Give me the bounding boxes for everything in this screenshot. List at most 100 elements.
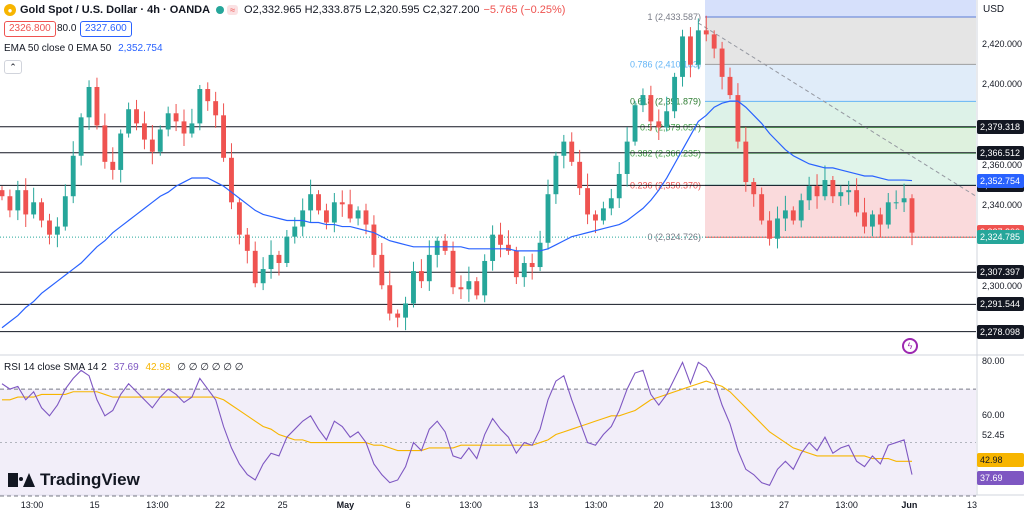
ema-legend[interactable]: EMA 50 close 0 EMA 50 2,352.754 (4, 43, 163, 54)
fib-level-label: 0.382 (2,366.235) (630, 148, 701, 158)
sell-price-button[interactable]: 2326.800 (4, 21, 56, 37)
time-tick-label: Jun (901, 500, 918, 510)
candle-body (513, 250, 519, 278)
candle-body (711, 34, 717, 49)
candle-body (292, 226, 298, 237)
candle-body (553, 155, 559, 195)
flash-icon[interactable]: ϟ (902, 338, 918, 354)
rsi-legend[interactable]: RSI 14 close SMA 14 2 37.69 42.98 ∅ ∅ ∅ … (4, 362, 243, 373)
tradingview-logo-icon (8, 473, 35, 487)
candle-body (648, 95, 654, 122)
rsi-tick-label: 60.00 (982, 409, 1005, 420)
fib-zone (705, 101, 976, 128)
candle-body (814, 186, 820, 197)
gold-icon: ● (4, 4, 16, 16)
time-tick-label: 13:00 (459, 500, 482, 510)
price-tick-label: 2,340.000 (982, 200, 1023, 211)
candle-body (379, 254, 385, 286)
price-tick-label: 2,360.000 (982, 159, 1023, 170)
candle-body (173, 113, 179, 122)
ema-legend-label: EMA 50 close 0 EMA 50 (4, 43, 112, 54)
level-green-price-tag: 2,324.785 (977, 230, 1024, 245)
symbol-title[interactable]: Gold Spot / U.S. Dollar · 4h · OANDA (20, 4, 211, 16)
candle-body (466, 281, 472, 290)
candle-body (426, 254, 432, 282)
rsi-tick-label: 52.45 (982, 430, 1005, 440)
candle-body (0, 190, 5, 197)
time-tick-label: 13 (966, 500, 978, 510)
time-tick-label: 13:00 (710, 500, 733, 510)
alert-icon[interactable]: ≈ (227, 5, 239, 15)
candle-body (157, 129, 163, 152)
candle-body (165, 113, 171, 130)
candle-body (450, 250, 456, 288)
currency-label[interactable]: USD (979, 0, 1024, 20)
change-readout: −5.765 (−0.25%) (483, 4, 566, 16)
candle-body (474, 281, 480, 296)
candle-body (600, 208, 606, 221)
time-tick-label: 6 (405, 500, 411, 510)
rsi-line (1, 360, 913, 487)
candle-body (118, 133, 124, 170)
candle-body (236, 202, 242, 235)
candle-body (616, 173, 622, 199)
candle-body (260, 269, 266, 284)
candle-body (506, 244, 511, 251)
candle-body (7, 196, 13, 211)
candle-body (300, 210, 306, 227)
candle-body (442, 240, 448, 251)
ema-legend-value: 2,352.754 (118, 43, 163, 54)
rsi-tick-label: 80.00 (982, 356, 1005, 367)
fib-level-label: 0.786 (2,410.183) (630, 59, 701, 69)
tradingview-logo: TradingView (8, 470, 140, 490)
candle-body (418, 271, 424, 282)
candle-body (54, 226, 60, 235)
candle-body (727, 76, 733, 96)
candle-body (719, 48, 725, 77)
time-tick-label: 27 (778, 500, 790, 510)
collapse-legend-button[interactable]: ⌃ (4, 60, 22, 74)
market-status-icon (216, 6, 225, 14)
candle-body (276, 254, 282, 263)
candle-body (229, 157, 234, 203)
candle-body (181, 121, 187, 134)
candle-body (909, 198, 915, 233)
level-price-tag: 2,366.512 (977, 145, 1024, 160)
candle-body (577, 161, 583, 189)
candle-body (569, 141, 575, 162)
candle-body (751, 182, 757, 195)
rsi-legend-label: RSI 14 close SMA 14 2 (4, 362, 107, 373)
candle-body (798, 200, 804, 221)
rsi-value-tag: 42.98 (977, 453, 1024, 468)
buy-price-button[interactable]: 2327.600 (80, 21, 132, 37)
candle-body (126, 109, 132, 134)
candle-body (735, 95, 741, 142)
brand-name: TradingView (40, 470, 140, 489)
fib-level-label: 0 (2,324.726) (647, 232, 701, 242)
candle-body (482, 260, 488, 296)
candle-body (363, 210, 369, 225)
candle-body (205, 89, 211, 102)
time-tick-label: 22 (214, 500, 226, 510)
candle-body (545, 194, 551, 243)
candle-body (244, 234, 250, 251)
candle-body (688, 36, 693, 65)
ema-50-line (1, 100, 913, 329)
rsi-value-tag: 37.69 (977, 470, 1024, 485)
candle-body (608, 198, 614, 209)
time-tick-label: 13:00 (20, 500, 44, 510)
candle-body (458, 287, 464, 290)
candle-body (324, 210, 329, 223)
candle-body (838, 192, 844, 197)
candle-body (395, 313, 401, 318)
fib-level-label: 0.5 (2,379.057) (640, 122, 701, 132)
candle-body (767, 220, 772, 239)
candle-body (806, 186, 812, 201)
time-tick-label: 25 (277, 500, 288, 510)
fib-level-label: 0.618 (2,391.879) (630, 96, 701, 106)
candle-body (529, 262, 535, 268)
candle-body (664, 111, 670, 128)
candle-body (846, 190, 852, 193)
candle-body (537, 242, 543, 268)
